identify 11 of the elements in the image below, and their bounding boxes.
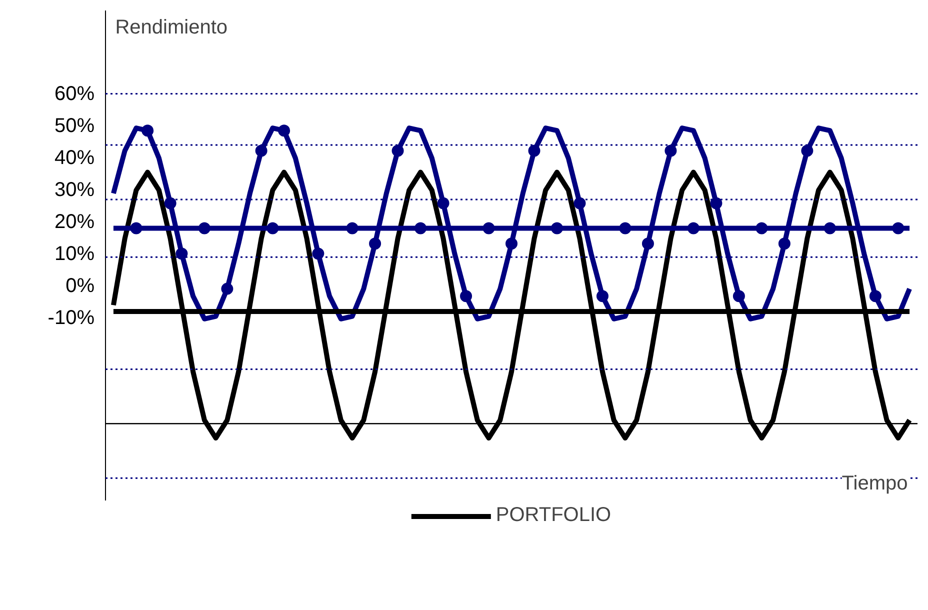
y-tick-label: 10% xyxy=(54,242,95,265)
y-tick-label: 0% xyxy=(66,274,95,297)
legend-label: PORTFOLIO xyxy=(496,504,612,527)
y-tick-label: 20% xyxy=(54,210,95,233)
y-axis-title: Rendimiento xyxy=(115,16,228,39)
x-axis-title: Tiempo xyxy=(842,472,908,494)
y-tick-label: 60% xyxy=(54,82,95,105)
y-tick-label: -10% xyxy=(48,306,95,329)
y-tick-label: 50% xyxy=(54,114,95,137)
y-tick-label: 30% xyxy=(54,178,95,201)
y-tick-label: 40% xyxy=(54,146,95,169)
